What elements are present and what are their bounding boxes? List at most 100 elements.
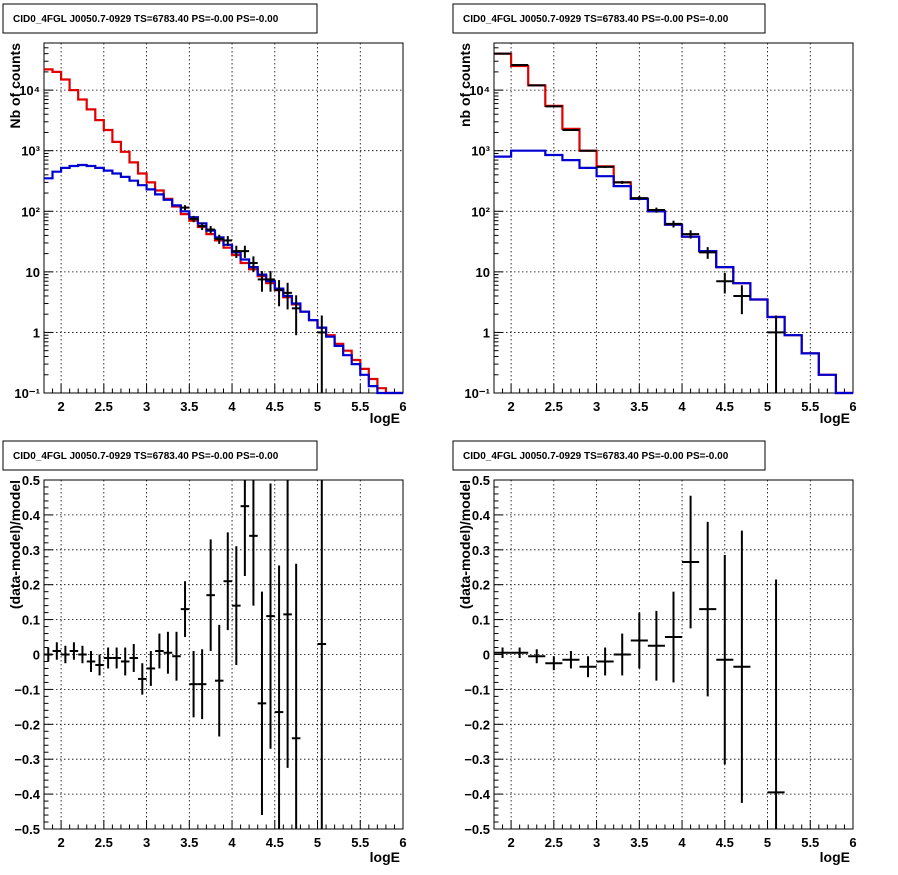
x-tick-label: 2 [507, 835, 514, 850]
data-point [52, 642, 62, 660]
data-point [240, 245, 250, 258]
y-tick-label: −0.5 [464, 822, 490, 837]
y-tick-label: 0.1 [472, 613, 490, 628]
data-point [266, 483, 275, 749]
x-tick-label: 4 [678, 399, 686, 414]
y-tick-label: 10⁻¹ [464, 386, 490, 401]
y-tick-label: 0 [483, 648, 490, 663]
data-point [129, 644, 139, 672]
data-point [232, 546, 241, 665]
data-point [528, 649, 546, 664]
y-axis-title: (data-model)/model [457, 480, 473, 609]
y-tick-label: 0.5 [22, 473, 40, 488]
data-point [613, 180, 631, 184]
x-tick-label: 2 [57, 835, 64, 850]
data-point [146, 651, 156, 686]
x-tick-label: 4 [228, 835, 236, 850]
data-point [95, 654, 104, 676]
data-point [317, 315, 327, 393]
pad-4: CID0_4FGL J0050.7-0929 TS=6783.40 PS=-0.… [452, 440, 857, 865]
x-tick-label: 4 [678, 835, 686, 850]
y-tick-label: −0.3 [464, 752, 490, 767]
data-point [214, 624, 224, 737]
y-tick-label: 10⁴ [19, 83, 40, 98]
data-point [112, 647, 121, 669]
data-point [317, 480, 327, 829]
x-tick-label: 5.5 [351, 399, 369, 414]
y-tick-label: 1 [483, 325, 490, 340]
data-point [647, 207, 665, 213]
data-point [767, 315, 785, 393]
x-axis-title: logE [820, 849, 850, 865]
title-box [2, 440, 318, 471]
x-tick-label: 5 [764, 399, 771, 414]
data-point [240, 480, 250, 576]
y-tick-label: 0.4 [22, 508, 41, 523]
y-tick-label: 10 [476, 265, 490, 280]
data-point [494, 647, 512, 658]
x-tick-label: 4.5 [716, 835, 734, 850]
data-point [283, 282, 292, 310]
x-tick-label: 3 [143, 399, 150, 414]
x-tick-label: 2 [57, 399, 64, 414]
series-model-total [44, 68, 403, 395]
title-box [452, 3, 766, 34]
y-tick-label: −0.5 [14, 822, 40, 837]
data-point [69, 642, 79, 660]
y-tick-label: 0 [33, 648, 40, 663]
data-point [545, 105, 563, 108]
y-tick-label: 0.3 [22, 543, 40, 558]
data-point [189, 651, 198, 718]
y-tick-label: 0.5 [472, 473, 490, 488]
data-point [163, 631, 173, 674]
plot-frame [43, 42, 404, 394]
data-point [630, 196, 648, 201]
y-tick-label: 10³ [471, 144, 490, 159]
data-point [767, 579, 785, 829]
pad-3: CID0_4FGL J0050.7-0929 TS=6783.40 PS=-0.… [2, 440, 407, 865]
y-tick-label: −0.2 [14, 717, 40, 732]
data-point [579, 149, 597, 152]
y-tick-label: 10⁴ [469, 83, 490, 98]
data-point [699, 521, 717, 697]
data-point [249, 256, 258, 272]
x-tick-label: 3.5 [180, 835, 198, 850]
x-tick-label: 3.5 [630, 399, 648, 414]
data-point [223, 532, 233, 631]
y-tick-label: 10³ [21, 144, 40, 159]
data-point [197, 222, 207, 231]
y-tick-label: −0.1 [464, 682, 490, 697]
data-point [197, 649, 207, 720]
data-point [562, 651, 580, 669]
data-point [249, 480, 258, 606]
data-point [613, 633, 631, 676]
y-tick-label: −0.4 [464, 787, 490, 802]
x-tick-label: 2.5 [545, 835, 563, 850]
pad-2: CID0_4FGL J0050.7-0929 TS=6783.40 PS=-0.… [452, 3, 857, 426]
title-box [452, 440, 766, 471]
y-tick-label: 10⁻¹ [14, 386, 40, 401]
x-tick-label: 3 [593, 399, 600, 414]
data-point [682, 495, 700, 629]
x-tick-label: 5 [314, 835, 321, 850]
x-tick-label: 5.5 [801, 835, 819, 850]
data-point [78, 645, 87, 664]
y-tick-label: 0.3 [472, 543, 490, 558]
x-tick-label: 6 [399, 399, 406, 414]
x-tick-label: 4.5 [266, 399, 284, 414]
y-tick-label: −0.3 [14, 752, 40, 767]
y-tick-label: 10 [26, 265, 40, 280]
data-point [664, 220, 683, 228]
chart-title: CID0_4FGL J0050.7-0929 TS=6783.40 PS=-0.… [13, 14, 279, 25]
y-tick-label: 0.2 [472, 578, 490, 593]
y-tick-label: −0.2 [464, 717, 490, 732]
data-point [257, 271, 267, 292]
chart-title: CID0_4FGL J0050.7-0929 TS=6783.40 PS=-0.… [463, 14, 729, 25]
x-axis-title: logE [370, 849, 400, 865]
data-point [214, 234, 224, 244]
data-point [206, 226, 215, 234]
title-box [2, 3, 318, 34]
y-tick-label: 10² [21, 204, 40, 219]
data-point [180, 581, 190, 638]
y-axis-title: Nb of counts [7, 43, 23, 129]
